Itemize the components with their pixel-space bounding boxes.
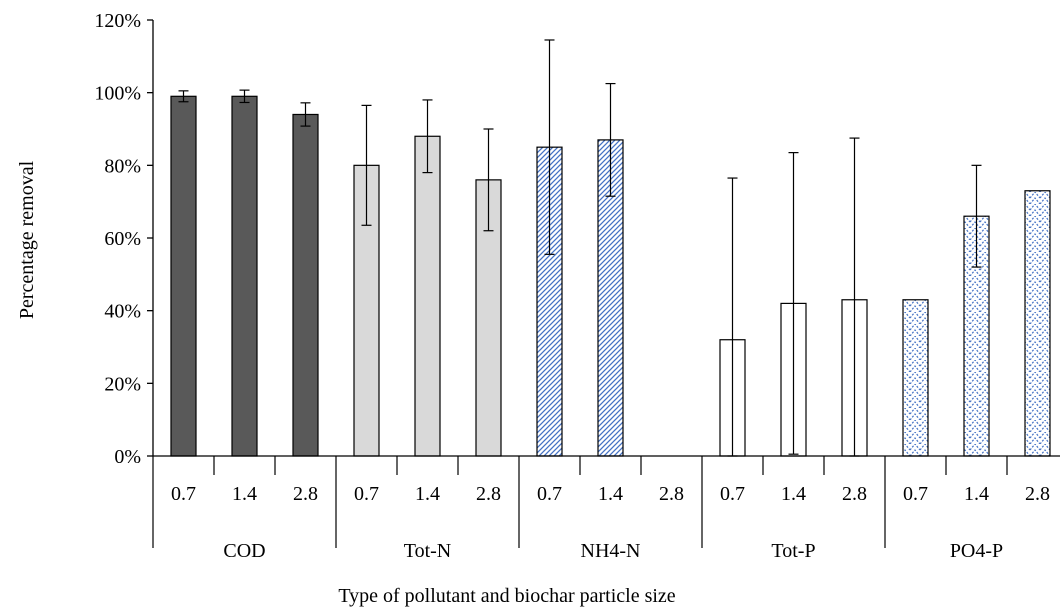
y-tick-label: 0% <box>114 446 141 468</box>
x-size-label: 0.7 <box>903 483 928 505</box>
x-size-label: 0.7 <box>171 483 196 505</box>
y-tick-label: 20% <box>104 373 141 395</box>
x-size-label: 0.7 <box>537 483 562 505</box>
x-size-label: 2.8 <box>1025 483 1050 505</box>
x-size-label: 1.4 <box>232 483 257 505</box>
x-group-label: Tot-N <box>404 540 451 562</box>
x-size-label: 1.4 <box>415 483 440 505</box>
y-tick-label: 60% <box>104 228 141 250</box>
y-axis-title: Percentage removal <box>16 160 38 319</box>
bar <box>231 95 258 457</box>
y-tick-label: 80% <box>104 155 141 177</box>
x-size-label: 2.8 <box>293 483 318 505</box>
y-axis: 0% 20% 40% 60% 80% 100% 120% <box>94 10 154 468</box>
x-size-label: 2.8 <box>659 483 684 505</box>
x-size-label: 2.8 <box>842 483 867 505</box>
x-axis-title: Type of pollutant and biochar particle s… <box>338 585 675 607</box>
x-axis: 0.7 1.4 2.8 COD 0.7 1.4 2.8 Tot-N 0.7 1.4 2.8 NH4-N… <box>152 455 1060 562</box>
bar <box>292 113 319 457</box>
bar <box>414 135 441 457</box>
bar <box>1024 190 1051 457</box>
x-size-label: 0.7 <box>720 483 745 505</box>
bar <box>902 299 929 457</box>
x-group-label: Tot-P <box>771 540 815 562</box>
bar <box>170 95 197 457</box>
y-tick-label: 100% <box>94 83 141 105</box>
error-bars <box>178 39 982 457</box>
x-size-label: 0.7 <box>354 483 379 505</box>
x-size-label: 1.4 <box>781 483 806 505</box>
x-group-label: COD <box>223 540 265 562</box>
x-size-label: 1.4 <box>964 483 989 505</box>
x-size-label: 2.8 <box>476 483 501 505</box>
y-tick-label: 120% <box>94 10 141 32</box>
x-size-label: 1.4 <box>598 483 623 505</box>
x-group-label: PO4-P <box>950 540 1003 562</box>
bars <box>170 95 1051 457</box>
x-group-label: NH4-N <box>581 540 641 562</box>
y-tick-label: 40% <box>104 301 141 323</box>
